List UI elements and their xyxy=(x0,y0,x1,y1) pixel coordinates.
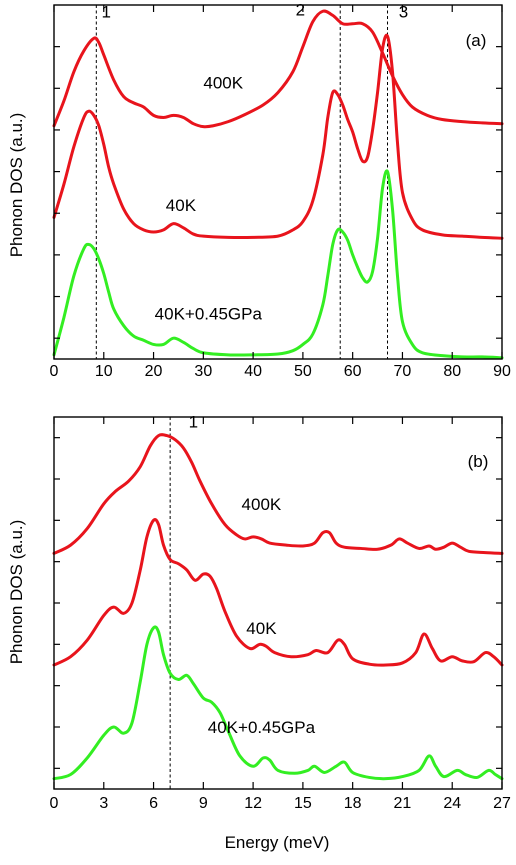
panel-a-labels: 1 2 3 400K 40K 40K+0.45GPa xyxy=(102,0,409,323)
panel-b-xtick-label: 3 xyxy=(99,795,108,812)
panel-a-xtick-label: 90 xyxy=(493,363,511,380)
panel-a-series-label-1: 40K xyxy=(166,196,197,215)
panel-a-xtick-label: 30 xyxy=(194,363,212,380)
panel-a-series-label-0: 400K xyxy=(203,73,243,92)
panel-a-ylabel: Phonon DOS (a.u.) xyxy=(7,113,26,258)
panel-b-series-label-1: 40K xyxy=(246,619,277,638)
panel-b-xlabel: Energy (meV) xyxy=(225,833,330,852)
panel-b-xtick-label: 21 xyxy=(394,795,412,812)
panel-b-series-line-2 xyxy=(52,625,504,781)
panel-b-ticks: 0 3 6 9 12 15 18 21 24 27 xyxy=(50,417,511,812)
panel-b-xtick-label: 15 xyxy=(294,795,312,812)
panel-b-label: (b) xyxy=(468,452,489,471)
panel-a-xtick-label: 50 xyxy=(294,363,312,380)
panel-a-xtick-label: 0 xyxy=(50,363,59,380)
panel-a-reference-label: 3 xyxy=(399,2,408,21)
panel-a-series-label-2: 40K+0.45GPa xyxy=(155,304,263,323)
panel-b-xtick-label: 9 xyxy=(199,795,208,812)
panel-b-series-label-0: 400K xyxy=(242,495,282,514)
panel-a-xtick-label: 40 xyxy=(244,363,262,380)
panel-a-xtick-label: 60 xyxy=(344,363,362,380)
panel-a-xtick-label: 20 xyxy=(145,363,163,380)
panel-a-series-line-1 xyxy=(52,33,504,240)
panel-a-chart: Phonon DOS (a.u.) (a) 1 2 3 400K 40K 40K+0.45… xyxy=(7,0,511,380)
panel-b-series-label-2: 40K+0.45GPa xyxy=(208,718,316,737)
panel-b-xtick-label: 0 xyxy=(50,795,59,812)
panel-a-reference-lines xyxy=(95,5,389,359)
panel-b-xtick-label: 18 xyxy=(344,795,362,812)
panel-a-series-line-2 xyxy=(52,169,504,360)
panel-b-xtick-label: 27 xyxy=(493,795,511,812)
panel-b-plot-frame xyxy=(53,416,503,790)
panel-a-xtick-label: 70 xyxy=(394,363,412,380)
panel-a-plot-frame xyxy=(53,4,503,360)
panel-a-ticks: 0 10 20 30 40 50 60 70 80 90 xyxy=(50,5,511,380)
panel-b-reference-label: 1 xyxy=(189,412,198,431)
panel-b-labels: 1 400K 40K 40K+0.45GPa xyxy=(189,412,316,737)
panel-a-xtick-label: 80 xyxy=(443,363,461,380)
panel-b-chart: Phonon DOS (a.u.) (b) Energy (meV) 1 400K… xyxy=(7,412,511,852)
panel-a-reference-label: 2 xyxy=(296,0,305,19)
panel-b-xtick-label: 6 xyxy=(149,795,158,812)
panel-a-label: (a) xyxy=(466,31,487,50)
panel-b-ylabel: Phonon DOS (a.u.) xyxy=(7,520,26,665)
panel-b-series-line-0 xyxy=(52,433,504,555)
panel-a-reference-label: 1 xyxy=(102,2,111,21)
panel-b-xtick-label: 24 xyxy=(443,795,461,812)
panel-a-series xyxy=(52,9,504,360)
panel-b-series-line-1 xyxy=(52,518,504,667)
panel-b-xtick-label: 12 xyxy=(244,795,262,812)
panel-a-xtick-label: 10 xyxy=(95,363,113,380)
panel-a-series-line-0 xyxy=(52,9,504,129)
panel-b-series xyxy=(52,433,504,781)
